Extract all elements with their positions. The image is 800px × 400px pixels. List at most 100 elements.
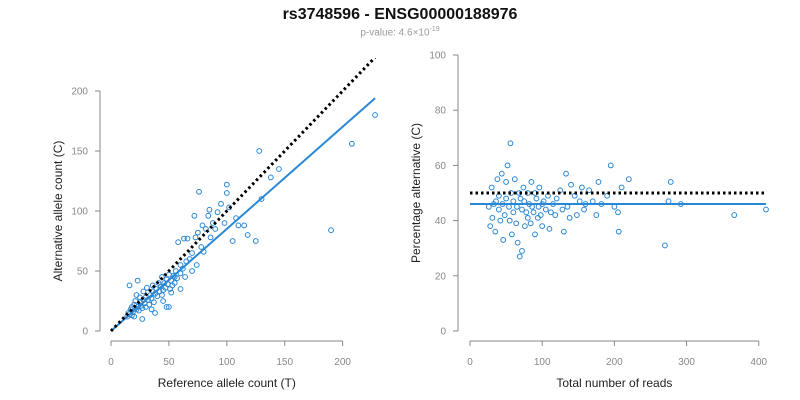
- chart-title: rs3748596 - ENSG00000188976: [282, 6, 518, 23]
- data-point: [514, 239, 521, 246]
- data-point: [328, 227, 334, 234]
- data-point: [615, 228, 622, 235]
- data-point: [168, 289, 175, 296]
- x-tick-label: 400: [750, 357, 767, 368]
- data-point: [552, 212, 559, 218]
- data-point: [615, 209, 621, 216]
- reference-line: [109, 58, 377, 333]
- data-point: [139, 316, 146, 322]
- data-point: [625, 176, 632, 183]
- y-tick-label: 0: [82, 327, 88, 338]
- data-point: [212, 226, 219, 232]
- data-point: [207, 234, 214, 241]
- data-point: [221, 220, 228, 226]
- data-point: [662, 242, 668, 249]
- x-axis-label: Total number of reads: [556, 376, 672, 390]
- data-point: [520, 184, 527, 191]
- data-point: [573, 212, 580, 218]
- data-point: [504, 162, 511, 169]
- data-point: [510, 198, 517, 205]
- data-point: [494, 176, 501, 183]
- data-point: [516, 253, 523, 260]
- data-point: [148, 306, 155, 313]
- data-point: [126, 282, 133, 289]
- data-point: [611, 203, 618, 210]
- data-point: [229, 238, 236, 244]
- x-tick-label: 150: [276, 357, 293, 368]
- data-point: [579, 184, 585, 191]
- data-point: [140, 288, 147, 295]
- data-point: [519, 206, 525, 213]
- data-point: [184, 235, 191, 242]
- p-value-text: p-value: 4.6×10: [360, 27, 430, 39]
- data-point: [258, 196, 265, 202]
- data-point: [533, 195, 540, 202]
- data-point: [731, 212, 738, 218]
- data-point: [563, 170, 569, 177]
- data-point: [160, 298, 167, 304]
- data-point: [348, 140, 355, 147]
- data-point: [189, 250, 195, 256]
- x-tick-label: 50: [163, 357, 175, 368]
- p-value-exponent: -19: [429, 26, 440, 33]
- data-point: [607, 162, 614, 169]
- data-point: [252, 238, 259, 244]
- data-point: [510, 209, 517, 216]
- scatter-points: [124, 112, 378, 322]
- data-point: [508, 231, 515, 238]
- data-point: [665, 198, 672, 205]
- data-point: [205, 212, 212, 219]
- data-point: [521, 198, 528, 205]
- data-point: [501, 212, 508, 218]
- data-point: [191, 212, 198, 219]
- data-point: [235, 222, 242, 229]
- data-point: [489, 214, 496, 221]
- data-point: [193, 262, 200, 268]
- data-point: [498, 170, 505, 177]
- data-point: [166, 271, 172, 278]
- y-axis-label: Alternative allele count (C): [51, 141, 65, 282]
- data-point: [189, 268, 195, 274]
- data-point: [667, 179, 674, 185]
- data-point: [214, 209, 221, 216]
- x-tick-label: 100: [218, 357, 235, 368]
- data-point: [618, 184, 625, 191]
- data-point: [537, 212, 544, 218]
- data-point: [488, 184, 495, 191]
- y-axis-label: Percentage alternative (C): [409, 123, 423, 263]
- data-point: [534, 214, 541, 221]
- data-point: [194, 229, 201, 236]
- data-point: [175, 239, 182, 246]
- data-point: [372, 112, 378, 118]
- data-point: [171, 280, 178, 286]
- data-point: [177, 286, 184, 292]
- data-point: [218, 200, 224, 207]
- data-point: [163, 304, 170, 310]
- data-point: [553, 195, 560, 202]
- x-tick-label: 0: [467, 357, 473, 368]
- data-point: [560, 228, 567, 235]
- data-point: [495, 206, 502, 213]
- data-point: [547, 209, 554, 216]
- data-point: [536, 184, 543, 191]
- percentage-scatter-plot: 0 100 200 300 400 0 20 40 60 80 100 Total number of…: [409, 51, 769, 390]
- data-point: [506, 203, 512, 210]
- data-point: [500, 237, 507, 243]
- data-point: [527, 220, 534, 227]
- data-point: [223, 190, 230, 196]
- data-point: [568, 181, 574, 188]
- y-tick-label: 50: [77, 267, 89, 278]
- x-axis-label: Reference allele count (T): [158, 376, 296, 390]
- chart-subtitle: p-value: 4.6×10-19: [0, 26, 800, 38]
- y-tick-label: 80: [435, 106, 447, 117]
- data-point: [152, 310, 158, 316]
- data-point: [182, 274, 189, 280]
- x-tick-label: 100: [534, 357, 551, 368]
- x-tick-label: 200: [606, 357, 623, 368]
- data-point: [521, 223, 528, 230]
- data-point: [487, 223, 494, 230]
- data-point: [519, 248, 525, 254]
- data-point: [559, 206, 566, 213]
- y-tick-label: 60: [435, 161, 447, 172]
- data-point: [523, 209, 530, 216]
